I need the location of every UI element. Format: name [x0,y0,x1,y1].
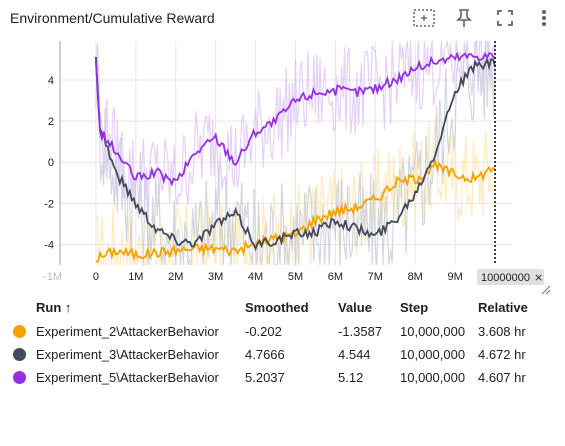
relative-time: 4.672 hr [478,347,526,362]
line-chart[interactable]: 4 2 0 -2 -4 0 1M 2M 3M 4M 5M 6M 7M 8M 9M -1M 10000000 × [0,36,565,296]
smoothed-value: 4.7666 [245,347,285,362]
relative-time: 4.607 hr [478,370,526,385]
relative-time: 3.608 hr [478,324,526,339]
table-row: Experiment_3\AttackerBehavior 4.7666 4.5… [0,343,565,366]
fullscreen-icon[interactable] [493,6,517,30]
card-header: Environment/Cumulative Reward [0,0,565,36]
header-relative[interactable]: Relative [478,300,528,315]
table-header-row: Run ↑ Smoothed Value Step Relative [0,296,565,319]
more-vert-icon[interactable] [532,6,556,30]
table-row: Experiment_5\AttackerBehavior 5.2037 5.1… [0,366,565,389]
y-tick-label: 2 [48,116,54,128]
hover-label-close-icon[interactable]: × [534,271,543,284]
step-value: 10,000,000 [400,370,466,385]
raw-series-line [95,41,496,265]
x-tick-label: 4M [248,271,263,283]
smoothed-series-line [95,56,496,252]
run-name: Experiment_3\AttackerBehavior [36,347,219,362]
x-tick-label-clipped: -1M [43,271,62,283]
smoothed-series-line [95,158,496,263]
y-tick-label: 0 [48,157,54,169]
x-tick-label: 6M [328,271,343,283]
x-tick-label: 0 [93,271,99,283]
run-color-dot [13,371,26,384]
step-value: 10,000,000 [400,324,466,339]
hover-label-box [477,269,544,285]
smoothed-value: 5.2037 [245,370,285,385]
table-row: Experiment_2\AttackerBehavior -0.202 -1.… [0,320,565,343]
step-value: 10,000,000 [400,347,466,362]
x-tick-label: 3M [208,271,223,283]
smoothed-series-line [95,51,496,187]
x-tick-label: 8M [408,271,423,283]
x-tick-label: 7M [368,271,383,283]
header-value[interactable]: Value [338,300,372,315]
y-tick-label: 4 [48,75,54,87]
run-name: Experiment_2\AttackerBehavior [36,324,219,339]
x-tick-label: 9M [447,271,462,283]
run-name: Experiment_5\AttackerBehavior [36,370,219,385]
raw-value: 5.12 [338,370,364,385]
y-tick-label: -4 [44,239,54,251]
run-color-dot [13,348,26,361]
pin-icon[interactable] [452,6,476,30]
header-run[interactable]: Run ↑ [36,300,72,315]
fit-domain-icon[interactable] [412,6,436,30]
header-step[interactable]: Step [400,300,429,315]
smoothed-value: -0.202 [245,324,282,339]
raw-value: 4.544 [338,347,371,362]
hover-label: 10000000 [481,272,530,284]
chart-title: Environment/Cumulative Reward [10,10,215,26]
resize-handle-icon [541,285,551,295]
x-tick-label: 1M [128,271,143,283]
y-tick-label: -2 [44,198,54,210]
raw-series-line [95,119,496,265]
x-tick-label: 2M [168,271,183,283]
x-tick-label: 5M [288,271,303,283]
run-color-dot [13,325,26,338]
raw-value: -1.3587 [338,324,383,339]
header-smoothed[interactable]: Smoothed [245,300,309,315]
